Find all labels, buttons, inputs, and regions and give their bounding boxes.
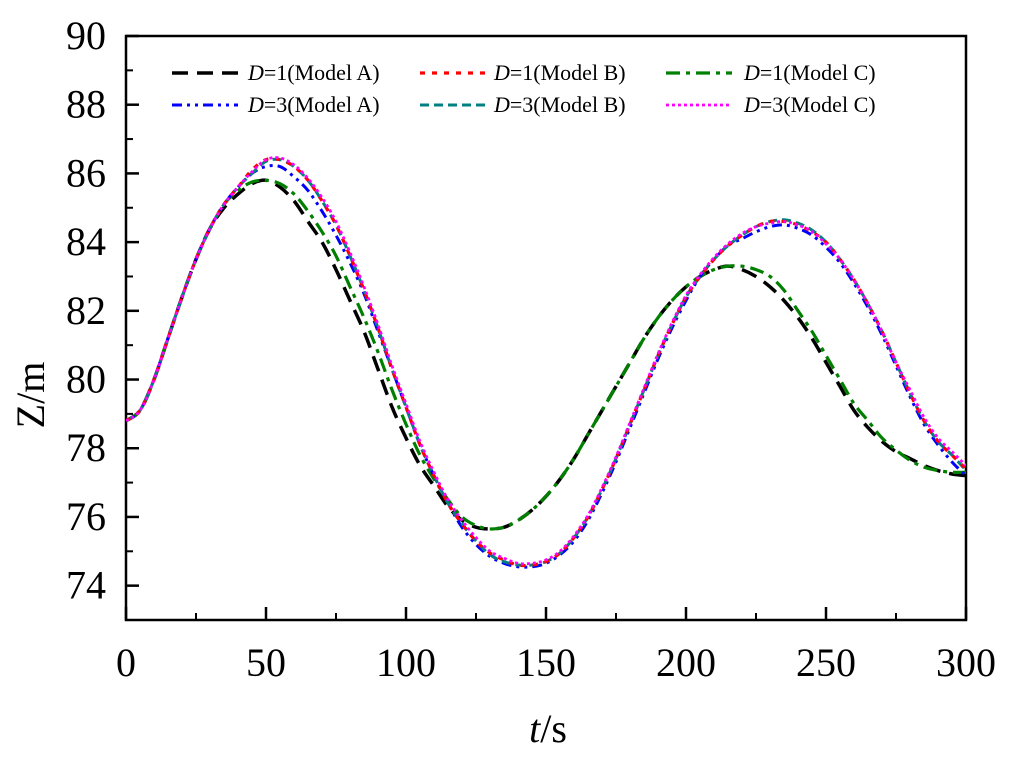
y-tick-label: 78	[66, 425, 106, 470]
minor-ticks	[126, 69, 897, 621]
x-tick-label: 50	[246, 640, 286, 685]
x-tick-labels: 0 50 100 150 200 250 300	[116, 640, 996, 685]
x-axis-label-variable: t	[529, 706, 541, 751]
y-axis-label: Z/m	[8, 362, 53, 429]
major-ticks	[124, 34, 968, 620]
y-tick-label: 80	[66, 357, 106, 402]
plot-frame	[124, 34, 968, 622]
y-tick-label: 88	[66, 82, 106, 127]
x-axis-label: t/s	[529, 706, 567, 751]
series-line-2	[126, 156, 966, 568]
y-tick-label: 82	[66, 288, 106, 333]
series-line-3	[126, 178, 966, 531]
legend-label-6: D=3(Model C)	[743, 92, 876, 117]
series-line-4	[126, 163, 966, 569]
series-line-5	[126, 157, 966, 567]
series-line-6	[126, 156, 966, 566]
y-tick-label: 84	[66, 219, 106, 264]
legend-label-3: D=1(Model C)	[743, 60, 876, 85]
y-tick-label: 86	[66, 150, 106, 195]
legend-label-2: D=1(Model B)	[493, 60, 626, 85]
y-tick-label: 76	[66, 494, 106, 539]
series-lines	[126, 156, 966, 569]
y-tick-label: 90	[66, 13, 106, 58]
y-tick-labels: 74 76 78 80 82 84 86 88 90	[66, 13, 106, 608]
x-tick-label: 150	[516, 640, 576, 685]
y-tick-label: 74	[66, 563, 106, 608]
x-tick-label: 300	[936, 640, 996, 685]
x-tick-label: 250	[796, 640, 856, 685]
legend-label-1: D=1(Model A)	[247, 60, 380, 85]
series-line-1	[126, 178, 966, 531]
x-tick-label: 0	[116, 640, 136, 685]
x-tick-label: 100	[376, 640, 436, 685]
x-axis-label-unit: /s	[540, 706, 567, 751]
legend: D=1(Model A) D=1(Model B) D=1(Model C) D=3(…	[172, 60, 876, 117]
x-tick-label: 200	[656, 640, 716, 685]
legend-label-5: D=3(Model B)	[493, 92, 626, 117]
legend-label-4: D=3(Model A)	[247, 92, 380, 117]
